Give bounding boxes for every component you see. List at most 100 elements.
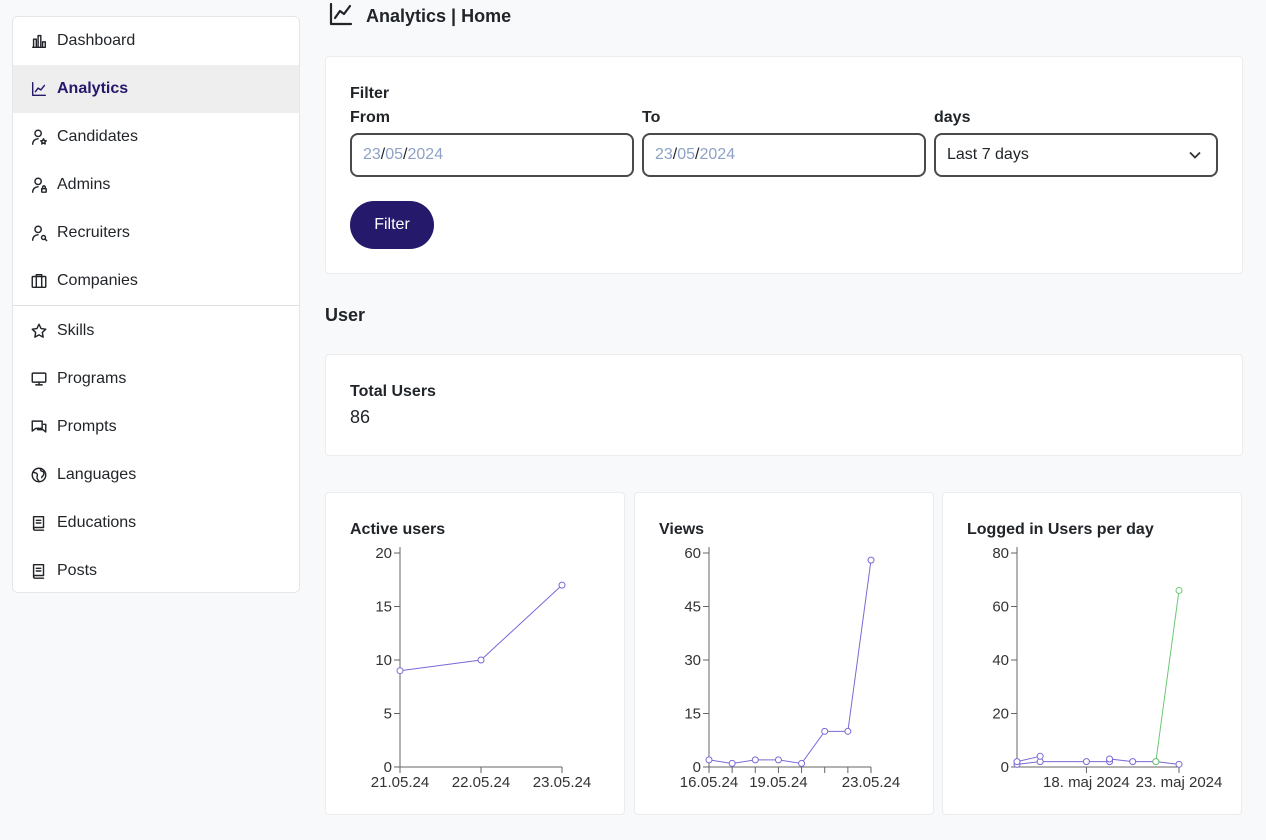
chart-title: Active users — [350, 521, 446, 538]
sidebar-item-prompts[interactable]: Prompts — [13, 403, 299, 451]
days-select-value: Last 7 days — [947, 146, 1029, 163]
x-tick-label: 18. maj 2024 — [1043, 774, 1130, 791]
sidebar-item-analytics[interactable]: Analytics — [13, 65, 299, 113]
y-tick-label: 45 — [684, 599, 701, 616]
building-icon — [29, 271, 49, 291]
x-tick-label: 23.05.24 — [842, 774, 900, 791]
data-point — [396, 667, 404, 675]
total-users-value: 86 — [350, 407, 371, 427]
sidebar-item-label: Programs — [57, 370, 127, 387]
sidebar-item-posts[interactable]: Posts — [13, 547, 299, 592]
date-separator: / — [672, 146, 678, 163]
chart-title: Logged in Users per day — [967, 521, 1154, 538]
y-tick-label: 20 — [375, 545, 392, 562]
from-date-input[interactable]: 23/05/2024 — [350, 133, 634, 177]
sidebar-item-label: Posts — [57, 562, 98, 579]
from-month[interactable]: 05 — [385, 146, 404, 163]
user-search-icon — [29, 223, 49, 243]
filter-title: Filter — [350, 85, 390, 102]
total-users-label: Total Users — [350, 383, 436, 400]
x-tick-label: 23.05.24 — [533, 774, 591, 791]
to-label: To — [642, 109, 661, 126]
sidebar-item-languages[interactable]: Languages — [13, 451, 299, 499]
y-tick-label: 5 — [384, 706, 392, 723]
monitor-icon — [29, 369, 49, 389]
from-year[interactable]: 2024 — [407, 146, 444, 163]
sidebar-item-educations[interactable]: Educations — [13, 499, 299, 547]
series-line — [1016, 755, 1041, 763]
date-separator: / — [380, 146, 386, 163]
active-users-chart: 0 5 10 15 20 21.05.24 22.05.24 23.05.24 — [371, 545, 591, 791]
logged-in-users-chart: 0 20 40 60 80 18. maj 2024 23. maj 2024 — [992, 545, 1222, 791]
line-chart-icon — [328, 1, 354, 32]
to-month[interactable]: 05 — [677, 146, 696, 163]
sidebar-item-label: Dashboard — [57, 32, 136, 49]
chat-icon — [29, 417, 49, 437]
chevron-down-icon — [1189, 151, 1201, 159]
y-tick-label: 0 — [1001, 759, 1009, 776]
filter-card: Filter From To days 23/05/2024 23/05/202… — [325, 56, 1243, 274]
sidebar-item-label: Recruiters — [57, 224, 130, 241]
sidebar-item-skills[interactable]: Skills — [13, 306, 299, 355]
book-icon — [29, 561, 49, 581]
data-point — [1082, 758, 1090, 766]
days-select[interactable]: Last 7 days — [934, 133, 1218, 177]
y-tick-label: 60 — [684, 545, 701, 562]
date-separator: / — [403, 146, 408, 163]
sidebar-item-label: Companies — [57, 272, 138, 289]
x-tick-label: 19.05.24 — [749, 774, 807, 791]
bar-chart-icon — [29, 31, 49, 51]
from-day[interactable]: 23 — [363, 146, 381, 163]
active-users-chart-card: Active users 0 5 10 15 20 21.05.24 22.05.24 23.… — [325, 492, 625, 815]
sidebar-item-candidates[interactable]: Candidates — [13, 113, 299, 161]
logged-in-users-chart-card: Logged in Users per day 0 20 40 60 80 18. maj… — [942, 492, 1242, 815]
data-point — [774, 756, 782, 764]
sidebar-item-label: Admins — [57, 176, 111, 193]
line-chart-icon — [29, 79, 49, 99]
y-tick-label: 0 — [384, 759, 392, 776]
data-point — [477, 656, 485, 664]
data-point — [821, 727, 829, 735]
to-day[interactable]: 23 — [655, 146, 673, 163]
y-tick-label: 20 — [992, 706, 1009, 723]
sidebar-item-dashboard[interactable]: Dashboard — [13, 17, 299, 65]
series-line — [708, 560, 872, 764]
sidebar-item-companies[interactable]: Companies — [13, 257, 299, 305]
views-chart-card: Views 0 15 30 45 60 16.05.24 19.05.24 23.05.24 — [634, 492, 934, 815]
data-point — [1152, 758, 1160, 766]
data-point — [1129, 758, 1137, 766]
y-tick-label: 80 — [992, 545, 1009, 562]
sidebar-item-admins[interactable]: Admins — [13, 161, 299, 209]
views-chart: 0 15 30 45 60 16.05.24 19.05.24 23.05.24 — [680, 545, 900, 791]
y-tick-label: 30 — [684, 652, 701, 669]
sidebar-item-label: Skills — [57, 321, 95, 339]
data-point — [751, 756, 759, 764]
chart-title: Views — [659, 521, 705, 538]
series-line — [1155, 590, 1180, 762]
y-tick-label: 40 — [992, 652, 1009, 669]
x-tick-label: 16.05.24 — [680, 774, 738, 791]
data-point — [558, 581, 566, 589]
data-point — [844, 727, 852, 735]
sidebar-item-recruiters[interactable]: Recruiters — [13, 209, 299, 257]
data-point — [1175, 760, 1183, 768]
days-label: days — [934, 109, 971, 126]
filter-button[interactable]: Filter — [350, 201, 434, 249]
y-tick-label: 10 — [375, 652, 392, 669]
data-point — [1013, 758, 1021, 766]
user-section-title: User — [325, 305, 366, 325]
sidebar-item-label: Candidates — [57, 128, 138, 145]
data-point — [867, 556, 875, 564]
to-date-input[interactable]: 23/05/2024 — [642, 133, 926, 177]
data-point — [1106, 755, 1114, 763]
sidebar-item-label: Analytics — [57, 80, 129, 97]
x-tick-label: 21.05.24 — [371, 774, 429, 791]
to-year[interactable]: 2024 — [699, 146, 736, 163]
sidebar-item-programs[interactable]: Programs — [13, 355, 299, 403]
data-point — [798, 759, 806, 767]
y-tick-label: 15 — [375, 599, 392, 616]
user-lock-icon — [29, 175, 49, 195]
from-label: From — [350, 109, 390, 126]
globe-icon — [29, 465, 49, 485]
y-tick-label: 60 — [992, 599, 1009, 616]
